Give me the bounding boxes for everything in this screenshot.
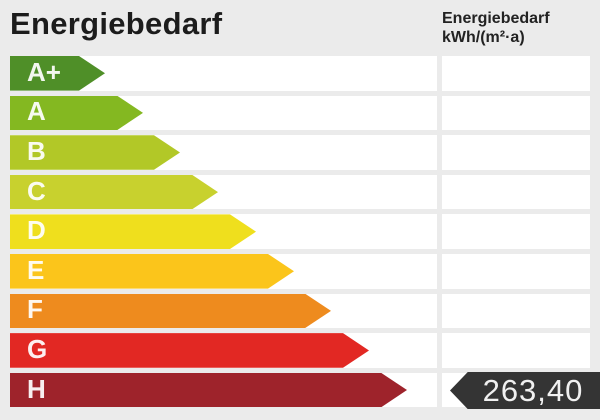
band-label-c: C	[27, 175, 46, 206]
scale-row-f: F	[10, 293, 590, 329]
column-divider	[437, 135, 442, 170]
energy-value-tag: 263,40	[450, 371, 600, 410]
scale-row-g: G	[10, 333, 590, 368]
column-divider	[437, 293, 442, 329]
band-label-e: E	[27, 254, 45, 285]
scale-row-d: D	[10, 214, 590, 249]
scale-row-a-plus: A+	[10, 56, 590, 91]
scale-row-c: C	[10, 174, 590, 210]
band-label-f: F	[27, 294, 43, 325]
band-bar-a: A	[10, 96, 143, 131]
scale-row-e: E	[10, 253, 590, 289]
band-bar-b: B	[10, 135, 180, 170]
unit-header-unit: kWh/(m²·a)	[442, 29, 525, 46]
column-divider	[437, 333, 442, 368]
column-divider	[437, 174, 442, 210]
band-bar-f: F	[10, 294, 331, 329]
band-label-b: B	[27, 135, 46, 166]
unit-header: Energiebedarf kWh/(m²·a)	[442, 9, 550, 47]
band-label-a-plus: A+	[27, 56, 61, 87]
scale-row-b: B	[10, 135, 590, 170]
band-bar-d: D	[10, 214, 256, 249]
column-divider	[437, 95, 442, 131]
scale-row-h: H 263,40	[10, 371, 600, 410]
band-label-d: D	[27, 215, 46, 246]
energy-scale-rows: A+ A B C D E F G H 263,40	[10, 56, 600, 410]
band-bar-a-plus: A+	[10, 56, 105, 91]
band-label-g: G	[27, 333, 48, 364]
band-bar-h: H	[10, 373, 407, 408]
band-label-h: H	[27, 373, 46, 404]
scale-row-a: A	[10, 95, 590, 131]
band-label-a: A	[27, 96, 46, 127]
band-bar-g: G	[10, 333, 369, 368]
band-bar-c: C	[10, 175, 218, 210]
unit-header-metric: Energiebedarf	[442, 10, 550, 27]
column-divider	[437, 214, 442, 249]
column-divider	[437, 253, 442, 289]
band-bar-e: E	[10, 254, 294, 289]
column-divider	[437, 56, 442, 91]
page-title: Energiebedarf	[10, 6, 223, 41]
column-divider	[437, 372, 442, 408]
